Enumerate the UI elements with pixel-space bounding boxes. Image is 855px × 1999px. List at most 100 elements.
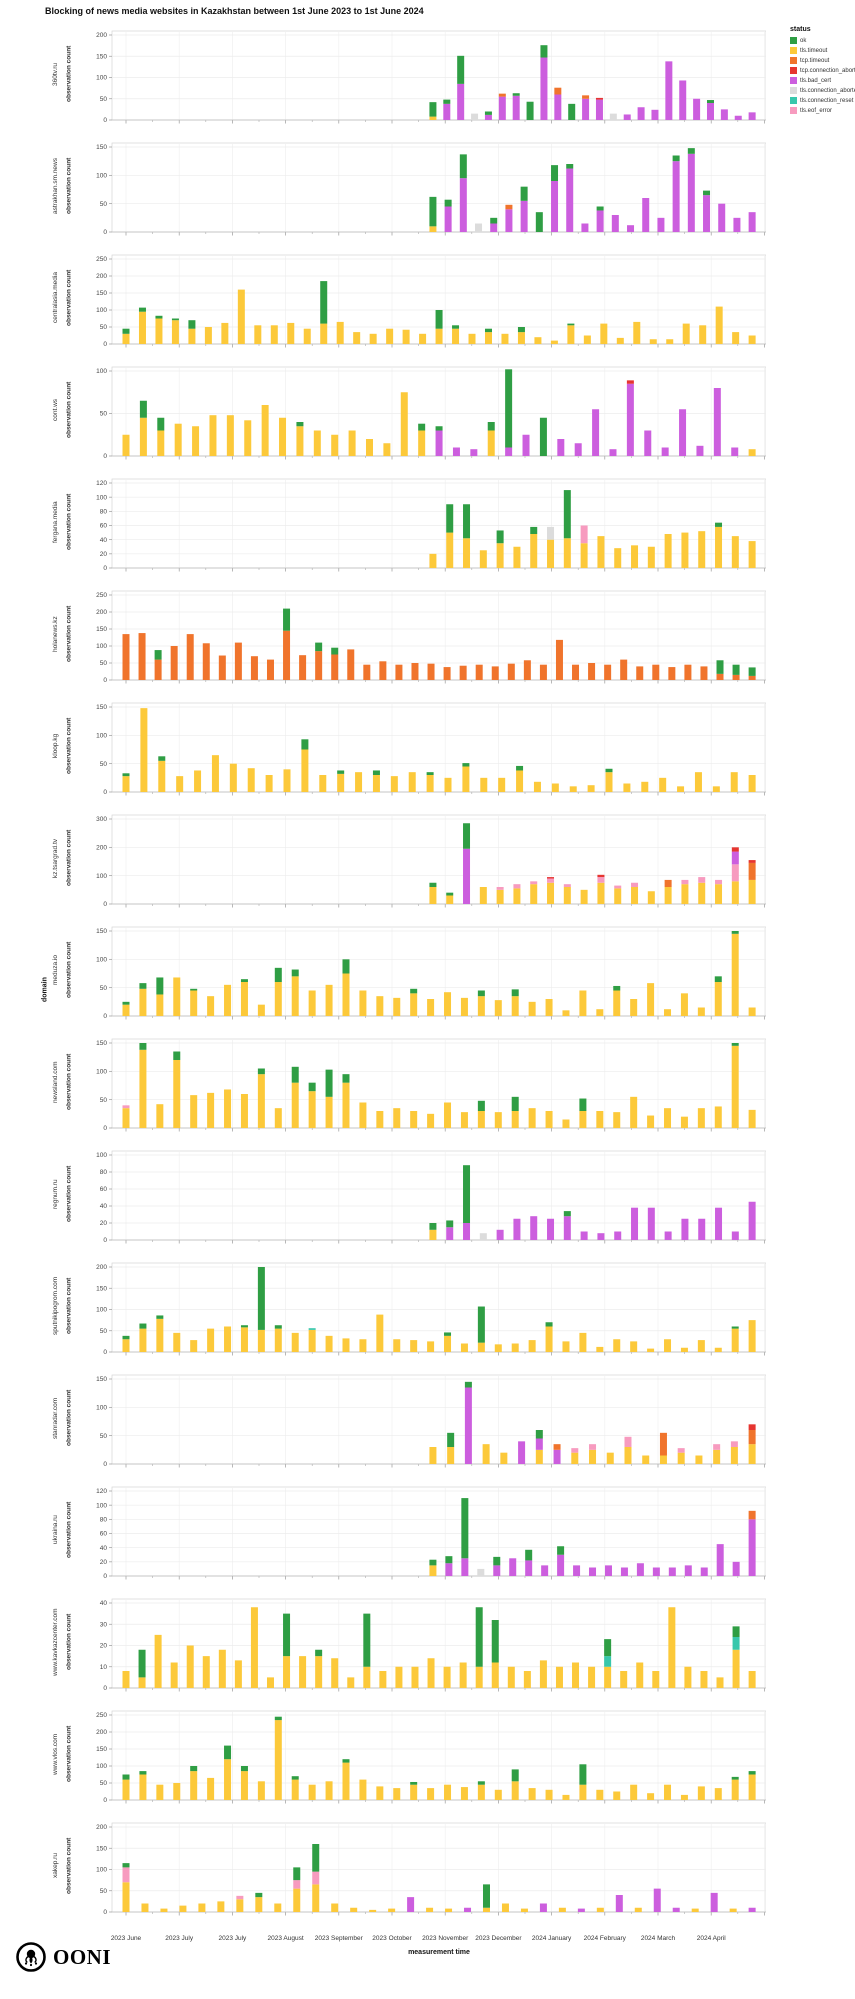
bar-segment bbox=[293, 1880, 301, 1889]
bar-segment bbox=[410, 1781, 418, 1785]
bar-segment bbox=[156, 1104, 164, 1128]
facet-plot: 0 50 100 150 200 bbox=[96, 1822, 766, 1916]
bar-segment bbox=[672, 1907, 680, 1912]
bar-segment bbox=[296, 426, 304, 456]
y-tick-label: 0 bbox=[103, 1573, 107, 1580]
facet-domain-label: kz.tsargrad.tv bbox=[52, 838, 59, 878]
bar-segment bbox=[447, 1432, 455, 1447]
bar-segment bbox=[528, 1001, 536, 1016]
facet-panel: www.vlos.com observation count 0 50 100 150 20… bbox=[50, 1706, 766, 1818]
bar-segment bbox=[429, 196, 437, 227]
bar-segment bbox=[547, 878, 555, 883]
bar-segment bbox=[620, 1567, 628, 1576]
bar-segment bbox=[731, 1231, 739, 1240]
bar-segment bbox=[596, 210, 604, 232]
facet-domain-label: astrakhan.sm.news bbox=[52, 158, 59, 214]
bar-segment bbox=[714, 982, 722, 1016]
bar-segment bbox=[664, 1009, 672, 1016]
bar-segment bbox=[748, 1444, 756, 1464]
bar-segment bbox=[291, 969, 299, 977]
bar-segment bbox=[482, 1884, 490, 1908]
bar-segment bbox=[568, 103, 576, 120]
bar-segment bbox=[444, 1335, 452, 1352]
bar-segment bbox=[605, 768, 613, 773]
bar-segment bbox=[315, 1649, 323, 1657]
bar-segment bbox=[194, 770, 202, 792]
bar-segment bbox=[410, 1784, 418, 1800]
bar-segment bbox=[557, 439, 565, 456]
bar-segment bbox=[224, 1089, 232, 1128]
bar-segment bbox=[429, 1223, 437, 1230]
bar-segment bbox=[596, 1111, 604, 1128]
y-tick-label: 300 bbox=[96, 816, 107, 823]
bar-segment bbox=[666, 339, 674, 344]
bar-segment bbox=[157, 430, 165, 456]
bar-segment bbox=[581, 223, 589, 232]
bar-segment bbox=[369, 1909, 377, 1912]
bar-segment bbox=[122, 1774, 130, 1780]
bar-segment bbox=[122, 1108, 130, 1128]
bar-segment bbox=[217, 1901, 225, 1912]
bar-segment bbox=[642, 1455, 650, 1464]
bar-segment bbox=[630, 1784, 638, 1800]
bar-segment bbox=[224, 1745, 232, 1760]
bar-segment bbox=[315, 651, 323, 680]
bar-segment bbox=[446, 892, 454, 896]
bar-segment bbox=[729, 1908, 737, 1912]
bar-segment bbox=[484, 332, 492, 344]
bar-segment bbox=[265, 775, 273, 792]
bar-segment bbox=[445, 1556, 453, 1564]
bar-segment bbox=[624, 1447, 632, 1464]
bar-segment bbox=[698, 882, 706, 904]
bar-segment bbox=[653, 1888, 661, 1912]
bar-segment bbox=[139, 1049, 147, 1128]
bar-segment bbox=[595, 97, 603, 100]
y-tick-label: 50 bbox=[100, 985, 108, 992]
bar-segment bbox=[664, 887, 672, 904]
facet-plot: 0 50 100 bbox=[96, 366, 766, 460]
bar-segment bbox=[291, 1776, 299, 1780]
y-tick-label: 60 bbox=[100, 523, 108, 530]
bar-segment bbox=[511, 1781, 519, 1800]
bar-segment bbox=[681, 879, 689, 885]
facet-plot: 0 50 100 150 bbox=[96, 702, 766, 796]
bar-segment bbox=[680, 993, 688, 1016]
bar-segment bbox=[550, 340, 558, 344]
bar-segment bbox=[547, 877, 555, 879]
bar-segment bbox=[498, 93, 506, 97]
bar-segment bbox=[732, 1561, 740, 1576]
bar-segment bbox=[631, 1207, 639, 1240]
bar-segment bbox=[494, 1112, 502, 1128]
bar-segment bbox=[410, 993, 418, 1016]
bar-segment bbox=[668, 1607, 676, 1688]
bar-segment bbox=[283, 1613, 291, 1657]
bar-segment bbox=[730, 772, 738, 792]
bar-segment bbox=[606, 1452, 614, 1464]
bar-segment bbox=[261, 405, 269, 456]
bar-segment bbox=[732, 1649, 740, 1688]
bar-segment bbox=[748, 1320, 756, 1352]
bar-segment bbox=[429, 887, 437, 904]
bar-segment bbox=[376, 1314, 384, 1352]
bar-segment bbox=[731, 1779, 739, 1800]
bar-segment bbox=[186, 634, 194, 680]
bar-segment bbox=[511, 1096, 519, 1111]
bar-segment bbox=[470, 449, 478, 456]
bar-segment bbox=[140, 708, 148, 792]
x-tick-label: 2023 August bbox=[268, 1935, 304, 1942]
bar-segment bbox=[484, 328, 492, 333]
bar-segment bbox=[551, 165, 559, 181]
bar-segment bbox=[445, 1908, 453, 1912]
bar-segment bbox=[190, 1095, 198, 1128]
bar-segment bbox=[155, 318, 163, 344]
bar-segment bbox=[487, 422, 495, 431]
bar-segment bbox=[460, 1343, 468, 1352]
bar-segment bbox=[475, 664, 483, 680]
bar-segment bbox=[511, 1111, 519, 1128]
y-tick-label: 0 bbox=[103, 117, 107, 124]
bar-segment bbox=[460, 1112, 468, 1128]
x-tick-label: 2023 November bbox=[422, 1935, 469, 1942]
bar-segment bbox=[141, 1903, 149, 1912]
bar-segment bbox=[563, 1211, 571, 1217]
facet-panel: kloop.kg observation count 0 50 100 150 bbox=[50, 698, 766, 810]
